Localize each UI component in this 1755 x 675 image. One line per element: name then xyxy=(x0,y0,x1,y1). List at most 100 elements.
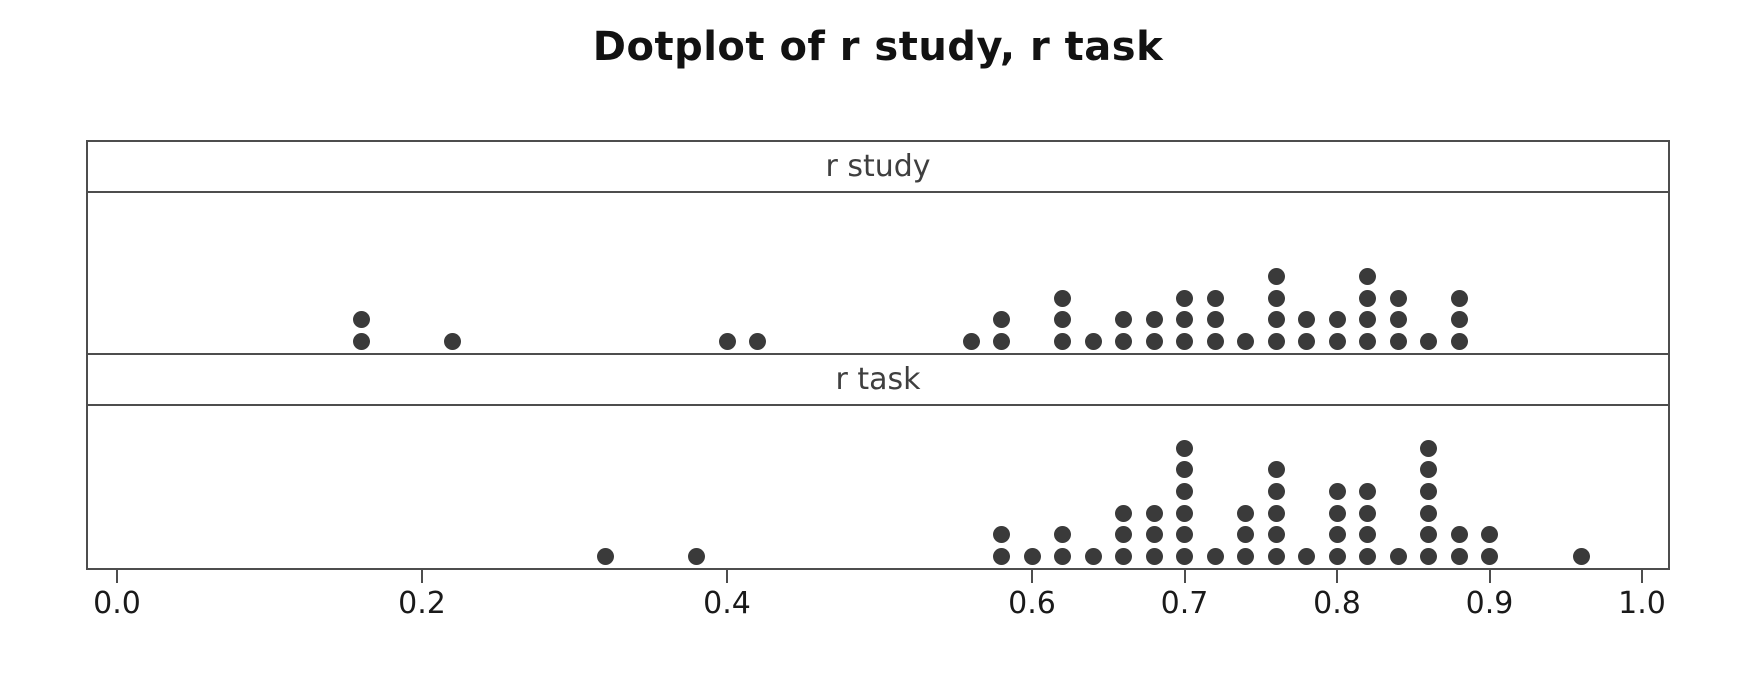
dot xyxy=(1481,526,1498,544)
dot xyxy=(1206,311,1224,329)
dot xyxy=(1115,333,1132,350)
dot xyxy=(993,311,1010,329)
dot xyxy=(1389,289,1407,307)
dot xyxy=(1176,289,1193,307)
dot xyxy=(1267,526,1285,544)
dot xyxy=(1359,482,1376,500)
dot xyxy=(1176,439,1193,457)
dot xyxy=(993,548,1010,565)
dot xyxy=(1328,482,1346,500)
x-axis-tick-label: 0.2 xyxy=(398,586,446,621)
dot xyxy=(444,333,461,350)
dot xyxy=(1206,548,1224,565)
plot-box: r study r task xyxy=(86,140,1670,570)
dot xyxy=(1176,333,1193,350)
dot xyxy=(1450,289,1468,307)
dot xyxy=(1145,504,1163,522)
dot xyxy=(1450,333,1468,350)
dot xyxy=(1359,267,1376,285)
dot xyxy=(1176,504,1193,522)
dot xyxy=(1359,311,1376,329)
dot xyxy=(1267,289,1285,307)
dot xyxy=(1267,267,1285,285)
dot xyxy=(1450,526,1468,544)
dot xyxy=(1206,289,1224,307)
dot xyxy=(1267,333,1285,350)
dot xyxy=(1206,333,1224,350)
dot xyxy=(1450,548,1468,565)
dot xyxy=(1115,548,1132,565)
dot xyxy=(1237,526,1254,544)
dot xyxy=(1176,548,1193,565)
x-axis-tick-label: 0.6 xyxy=(1008,586,1056,621)
dot xyxy=(1420,333,1437,350)
dot xyxy=(1176,311,1193,329)
dot xyxy=(1054,333,1071,350)
dot xyxy=(1572,548,1590,565)
x-axis-tick-label: 0.8 xyxy=(1313,586,1361,621)
dot xyxy=(1115,504,1132,522)
dot xyxy=(1359,548,1376,565)
dot xyxy=(688,548,705,565)
dot xyxy=(1145,526,1163,544)
dot xyxy=(1420,482,1437,500)
dot xyxy=(993,526,1010,544)
dot xyxy=(1481,548,1498,565)
dot xyxy=(1420,461,1437,479)
dot xyxy=(1298,333,1315,350)
x-axis-tick xyxy=(726,570,728,583)
dot xyxy=(1267,461,1285,479)
dot xyxy=(1450,311,1468,329)
dot xyxy=(352,333,370,350)
dot xyxy=(1145,333,1163,350)
dot xyxy=(1237,333,1254,350)
dot xyxy=(1420,439,1437,457)
dot xyxy=(1267,504,1285,522)
x-axis-tick xyxy=(116,570,118,583)
dot xyxy=(1023,548,1041,565)
panel-label-r-study: r study xyxy=(825,149,931,184)
dot xyxy=(1359,504,1376,522)
dot xyxy=(993,333,1010,350)
dot xyxy=(1176,461,1193,479)
dot xyxy=(1420,526,1437,544)
x-axis-tick-label: 1.0 xyxy=(1618,586,1666,621)
dot xyxy=(1359,526,1376,544)
dot xyxy=(1054,311,1071,329)
dot xyxy=(1389,311,1407,329)
dot xyxy=(1420,504,1437,522)
dot xyxy=(718,333,736,350)
dot xyxy=(1054,289,1071,307)
x-axis-tick xyxy=(1488,570,1491,583)
dot xyxy=(1328,504,1346,522)
dot xyxy=(1115,526,1132,544)
dot xyxy=(1267,482,1285,500)
dot xyxy=(1328,526,1346,544)
x-axis-tick-label: 0.9 xyxy=(1465,586,1514,621)
dot xyxy=(1054,548,1071,565)
dot xyxy=(1084,333,1102,350)
x-axis-tick xyxy=(421,570,423,583)
panel-area-r-task xyxy=(88,406,1668,568)
dot xyxy=(1328,311,1346,329)
dot xyxy=(1389,548,1407,565)
dot xyxy=(1267,548,1285,565)
panel-header-r-study: r study xyxy=(88,142,1668,193)
dot xyxy=(596,548,614,565)
x-axis-tick xyxy=(1183,570,1186,583)
x-axis-tick xyxy=(1336,570,1338,583)
dot xyxy=(1176,482,1193,500)
dot xyxy=(1328,333,1346,350)
dot xyxy=(1145,311,1163,329)
dot xyxy=(1328,548,1346,565)
chart-title: Dotplot of r study, r task xyxy=(592,24,1164,70)
dot xyxy=(1298,548,1315,565)
dot xyxy=(1267,311,1285,329)
dot xyxy=(1298,311,1315,329)
dot xyxy=(1237,548,1254,565)
dot xyxy=(1084,548,1102,565)
dot xyxy=(962,333,980,350)
dot xyxy=(1115,311,1132,329)
dot xyxy=(1145,548,1163,565)
x-axis-tick-label: 0.0 xyxy=(93,586,141,621)
